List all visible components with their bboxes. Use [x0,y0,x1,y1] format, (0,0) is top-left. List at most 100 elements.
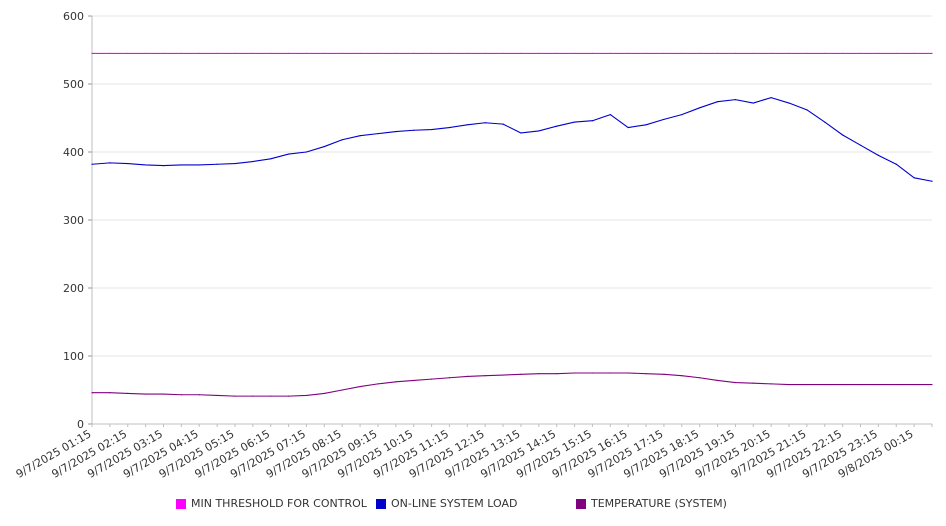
data-point [341,52,343,55]
data-point [770,97,772,99]
data-point [895,163,897,165]
y-tick-label-500: 500 [63,78,84,91]
y-tick-label-0: 0 [77,418,84,431]
legend-item-min-threshold[interactable]: MIN THRESHOLD FOR CONTROL [176,497,367,510]
data-point [556,52,558,55]
data-point [252,395,254,397]
data-point [752,52,754,55]
y-tick-label-600: 600 [63,10,84,23]
data-point [734,99,737,101]
y-axis-ticks: 0 100 200 300 400 500 600 [63,10,92,431]
data-point [377,52,379,55]
data-point [877,383,879,386]
data-point [430,52,433,55]
series-points-0 [91,52,933,55]
data-point [770,383,772,385]
data-point [627,372,629,374]
data-point [198,394,200,396]
data-point [699,107,701,109]
data-point [413,52,415,55]
data-point [395,381,397,383]
data-point [788,102,790,104]
data-point [770,52,772,55]
data-point [645,52,647,55]
data-point [91,163,93,165]
legend-label-system-load: ON-LINE SYSTEM LOAD [391,497,518,510]
data-point [609,372,611,374]
data-point [252,52,254,55]
data-point [520,132,522,134]
data-point [127,52,129,55]
data-point [198,164,200,166]
legend-item-temperature[interactable]: TEMPERATURE (SYSTEM) [576,497,727,510]
data-point [341,389,343,391]
data-point [824,121,826,123]
data-point [538,373,540,375]
data-point [716,101,719,103]
data-point [109,392,111,394]
data-point [180,164,182,166]
data-point [716,379,719,382]
legend-label-temperature: TEMPERATURE (SYSTEM) [591,497,727,510]
data-point [913,177,915,179]
data-point [663,118,665,120]
data-point [627,52,629,55]
data-point [859,383,862,386]
y-tick-label-200: 200 [63,282,84,295]
data-point [413,379,415,382]
data-point [448,377,451,379]
data-point [234,162,236,165]
data-point [645,124,647,126]
data-point [609,52,611,55]
data-point [287,52,290,55]
data-point [573,121,576,123]
data-point [91,52,93,55]
legend-label-min-threshold: MIN THRESHOLD FOR CONTROL [191,497,367,510]
data-point [270,158,272,160]
data-point [430,378,433,380]
series-line-1 [91,97,933,182]
data-point [305,394,308,397]
data-point [216,163,218,165]
data-point [145,164,147,166]
data-point [842,134,844,136]
data-point [699,52,701,55]
data-point [305,52,308,55]
legend-swatch-temperature [576,498,586,509]
data-point [752,382,754,384]
grid-lines [92,15,932,357]
data-point [591,52,594,55]
data-point [538,52,540,55]
data-point [788,383,790,386]
data-point [877,154,879,156]
data-point [448,52,451,55]
series-line-2 [92,372,932,397]
data-point [931,52,933,55]
data-point [323,392,325,394]
data-point [806,383,808,386]
data-point [627,126,629,129]
legend-item-system-load[interactable]: ON-LINE SYSTEM LOAD [376,497,517,510]
data-point [556,125,558,127]
data-point [162,52,165,55]
data-point [859,144,862,146]
data-point [162,393,165,395]
data-point [377,133,379,135]
data-point [877,52,879,55]
data-point [466,124,468,126]
y-tick-label-400: 400 [63,146,84,159]
data-point [752,102,754,104]
data-point [430,128,433,131]
data-point [681,114,683,116]
data-point [413,129,415,131]
data-point [91,392,93,394]
data-point [913,383,915,386]
series-lines [91,52,933,397]
data-point [341,139,343,141]
data-point [502,52,504,55]
data-point [591,120,594,122]
data-point [859,52,862,55]
data-point [216,52,218,55]
data-point [842,383,844,386]
data-point [895,383,897,386]
